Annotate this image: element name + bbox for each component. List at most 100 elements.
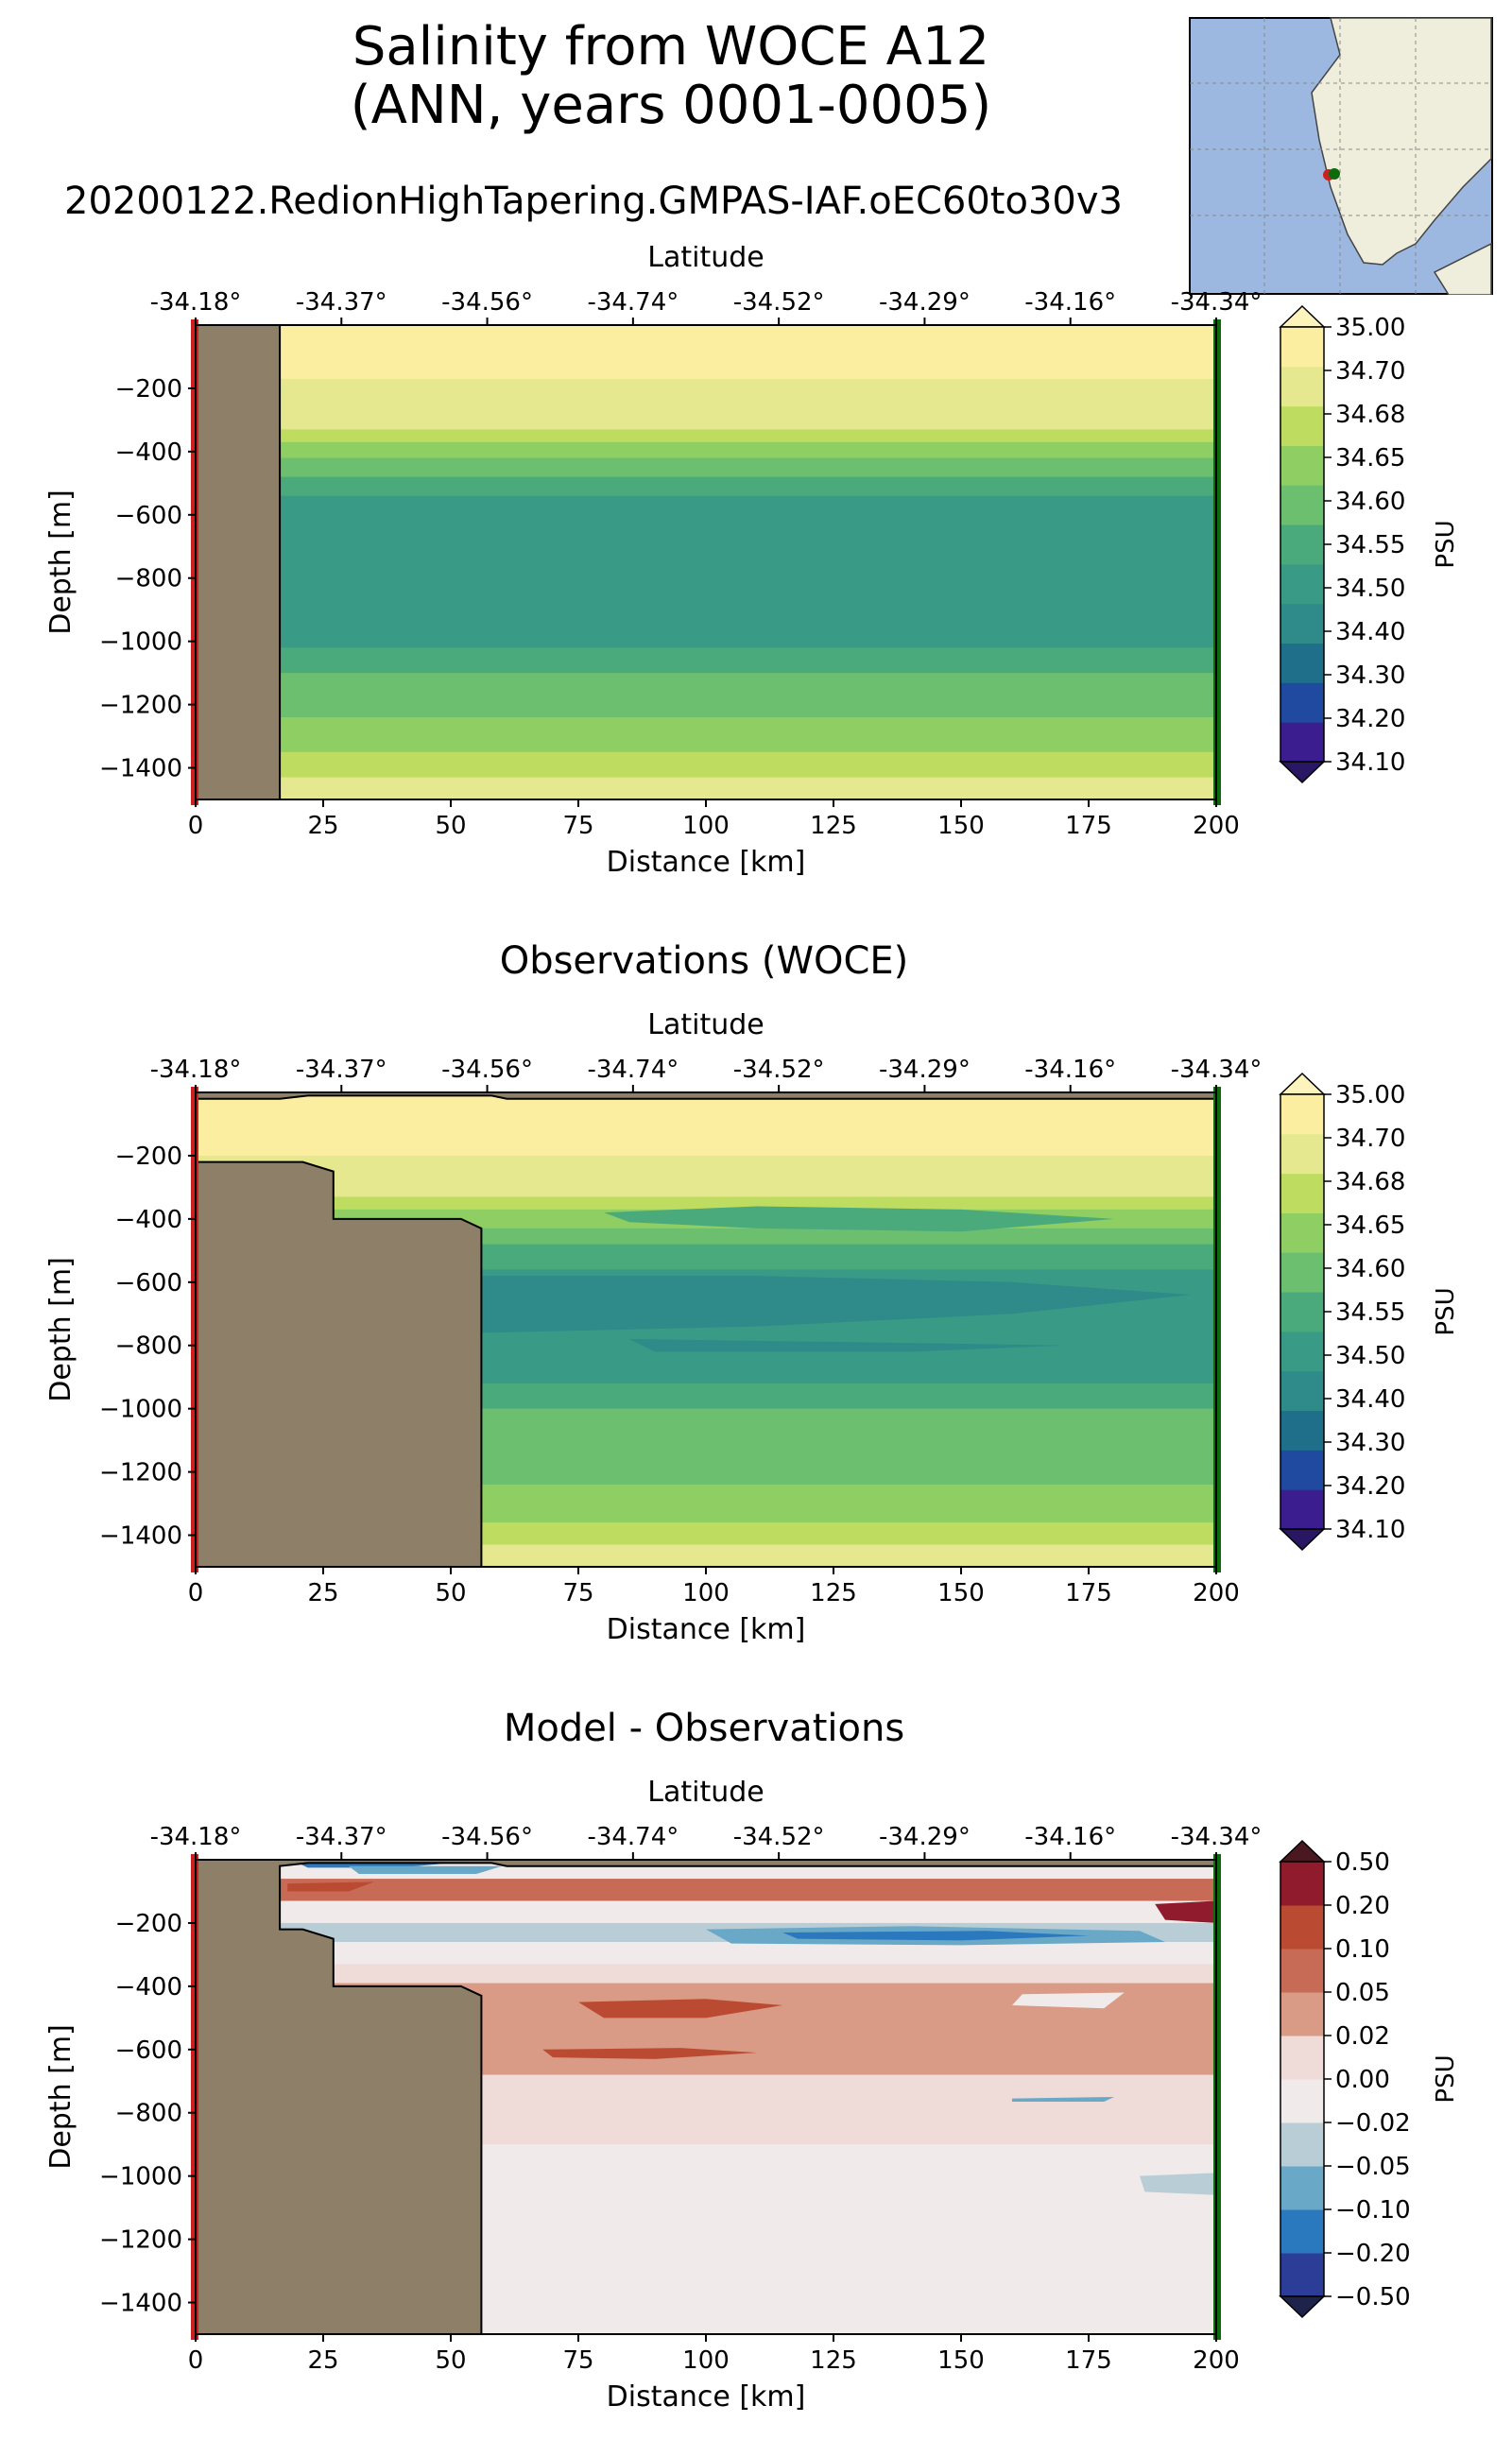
contour-patch bbox=[1140, 2173, 1216, 2195]
x-tick-label: 125 bbox=[810, 812, 857, 840]
colorbar-tick-label: −0.02 bbox=[1335, 2109, 1411, 2138]
contour-band bbox=[196, 1092, 1216, 1157]
y-tick-label: −800 bbox=[115, 1332, 182, 1361]
colorbar-segment bbox=[1280, 405, 1324, 446]
inset-map-grid bbox=[1190, 18, 1492, 294]
contour-patch bbox=[782, 1931, 1089, 1941]
contour-band bbox=[196, 495, 1216, 648]
colorbar-over-extension bbox=[1279, 1839, 1326, 1863]
y-tick-label: −1000 bbox=[99, 628, 182, 657]
colorbar-tick-label: 34.55 bbox=[1335, 1298, 1405, 1327]
colorbar-tick-label: 34.40 bbox=[1335, 618, 1405, 646]
colorbar-tick-label: −0.05 bbox=[1335, 2153, 1411, 2181]
colorbar-tick-label: 34.65 bbox=[1335, 444, 1405, 472]
y-tick-label: −200 bbox=[115, 375, 182, 404]
colorbar-label: PSU bbox=[1432, 1287, 1460, 1335]
colorbar-segment bbox=[1280, 1949, 1324, 1993]
colorbar-tick-label: 34.30 bbox=[1335, 1429, 1405, 1457]
colorbar-tick-label: 34.30 bbox=[1335, 662, 1405, 690]
latitude-tick-label: -34.52° bbox=[733, 1823, 825, 1851]
x-tick-label: 25 bbox=[307, 2346, 338, 2375]
colorbar-tick-label: 35.00 bbox=[1335, 1081, 1405, 1109]
bias-salinity-panel: Latitude -34.18° -34.37° -34.56° -34.74° -34.… bbox=[44, 1780, 1460, 2414]
latitude-tick-label: -34.16° bbox=[1024, 1056, 1116, 1084]
colorbar-tick-label: 34.20 bbox=[1335, 705, 1405, 733]
latitude-tick-label: -34.52° bbox=[733, 1056, 825, 1084]
bathymetry-land bbox=[196, 1860, 1216, 2334]
figure-title-line2: (ANN, years 0001-0005) bbox=[350, 75, 992, 136]
y-tick-label: −1200 bbox=[99, 692, 182, 720]
y-axis-label: Depth [m] bbox=[44, 2024, 77, 2170]
inset-map-section-end bbox=[1329, 168, 1340, 180]
contour-band bbox=[196, 476, 1216, 497]
colorbar-tick-label: 34.70 bbox=[1335, 357, 1405, 386]
colorbar-segment bbox=[1280, 1992, 1324, 2036]
colorbar-segment bbox=[1280, 327, 1324, 368]
colorbar-under-extension bbox=[1279, 2295, 1326, 2319]
colorbar-tick-label: 0.05 bbox=[1335, 1979, 1390, 2007]
y-tick-label: −400 bbox=[115, 1206, 182, 1234]
colorbar-segment bbox=[1280, 1094, 1324, 1135]
y-tick-label: −400 bbox=[115, 1973, 182, 2002]
inset-map-land bbox=[1311, 17, 1492, 295]
contour-band bbox=[196, 441, 1216, 459]
y-tick-label: −1200 bbox=[99, 1459, 182, 1487]
latitude-tick-label: -34.37° bbox=[296, 288, 387, 317]
colorbar-tick-label: −0.20 bbox=[1335, 2240, 1411, 2268]
y-tick-label: −1000 bbox=[99, 2163, 182, 2191]
latitude-tick-label: -34.18° bbox=[150, 1056, 242, 1084]
x-tick-label: 50 bbox=[435, 1579, 466, 1607]
latitude-tick-label: -34.56° bbox=[441, 1823, 533, 1851]
contour-patch bbox=[1012, 1992, 1125, 2009]
colorbar-segment bbox=[1280, 603, 1324, 644]
colorbar-segment bbox=[1280, 1489, 1324, 1530]
colorbar-tick-label: 34.65 bbox=[1335, 1211, 1405, 1240]
y-tick-label: −200 bbox=[115, 1910, 182, 1938]
x-tick-label: 150 bbox=[937, 1579, 985, 1607]
colorbar-over-extension bbox=[1279, 1072, 1326, 1095]
bathymetry-land bbox=[196, 325, 282, 799]
y-tick-label: −200 bbox=[115, 1143, 182, 1171]
colorbar-tick-label: 34.20 bbox=[1335, 1472, 1405, 1501]
colorbar-segment bbox=[1280, 524, 1324, 565]
colorbar-segment bbox=[1280, 1292, 1324, 1332]
latitude-tick-label: -34.37° bbox=[296, 1823, 387, 1851]
colorbar-segment bbox=[1280, 1862, 1324, 1906]
colorbar: 34.10 34.20 34.30 34.40 34.50 34.55 34.60 34.65… bbox=[1279, 1072, 1460, 1552]
colorbar-tick-label: 34.55 bbox=[1335, 531, 1405, 559]
colorbar-tick-label: 34.60 bbox=[1335, 1255, 1405, 1283]
x-tick-label: 200 bbox=[1193, 1579, 1240, 1607]
y-axis-label: Depth [m] bbox=[44, 1257, 77, 1402]
colorbar-tick-label: 34.70 bbox=[1335, 1125, 1405, 1153]
model-salinity-panel: Latitude -34.18° -34.37° -34.56° -34.74° -34.… bbox=[44, 246, 1460, 879]
colorbar-segment bbox=[1280, 2036, 1324, 2080]
colorbar-tick-label: 34.50 bbox=[1335, 1342, 1405, 1370]
y-tick-label: −1200 bbox=[99, 2226, 182, 2255]
colorbar-segment bbox=[1280, 1370, 1324, 1412]
colorbar-segment bbox=[1280, 2122, 1324, 2167]
x-tick-label: 200 bbox=[1193, 812, 1240, 840]
y-tick-label: −600 bbox=[115, 2036, 182, 2065]
x-tick-label: 50 bbox=[435, 812, 466, 840]
figure-subtitle: 20200122.RedionHighTapering.GMPAS-IAF.oE… bbox=[64, 180, 1123, 223]
colorbar-segment bbox=[1280, 1173, 1324, 1213]
contour-band bbox=[196, 751, 1216, 779]
colorbar: 34.10 34.20 34.30 34.40 34.50 34.55 34.60 34.65… bbox=[1279, 304, 1460, 784]
latitude-tick-label: -34.18° bbox=[150, 1823, 242, 1851]
y-tick-label: −400 bbox=[115, 438, 182, 467]
colorbar-segment bbox=[1280, 1331, 1324, 1372]
x-tick-label: 200 bbox=[1193, 2346, 1240, 2375]
colorbar-tick-label: 34.10 bbox=[1335, 748, 1405, 777]
colorbar: −0.50 −0.20 −0.10 −0.05 −0.02 0.00 0.02 0.05 0.1… bbox=[1279, 1839, 1460, 2319]
latitude-tick-label: -34.74° bbox=[587, 1056, 679, 1084]
contour-band bbox=[196, 673, 1216, 718]
latitude-axis-label: Latitude bbox=[647, 246, 764, 274]
colorbar-segment bbox=[1280, 2253, 1324, 2297]
colorbar-tick-label: −0.50 bbox=[1335, 2283, 1411, 2311]
latitude-tick-label: -34.56° bbox=[441, 1056, 533, 1084]
colorbar-segment bbox=[1280, 722, 1324, 763]
contour-field bbox=[196, 325, 1216, 799]
colorbar-segment bbox=[1280, 1212, 1324, 1253]
colorbar-segment bbox=[1280, 1450, 1324, 1490]
contour-patch bbox=[578, 1999, 782, 2019]
